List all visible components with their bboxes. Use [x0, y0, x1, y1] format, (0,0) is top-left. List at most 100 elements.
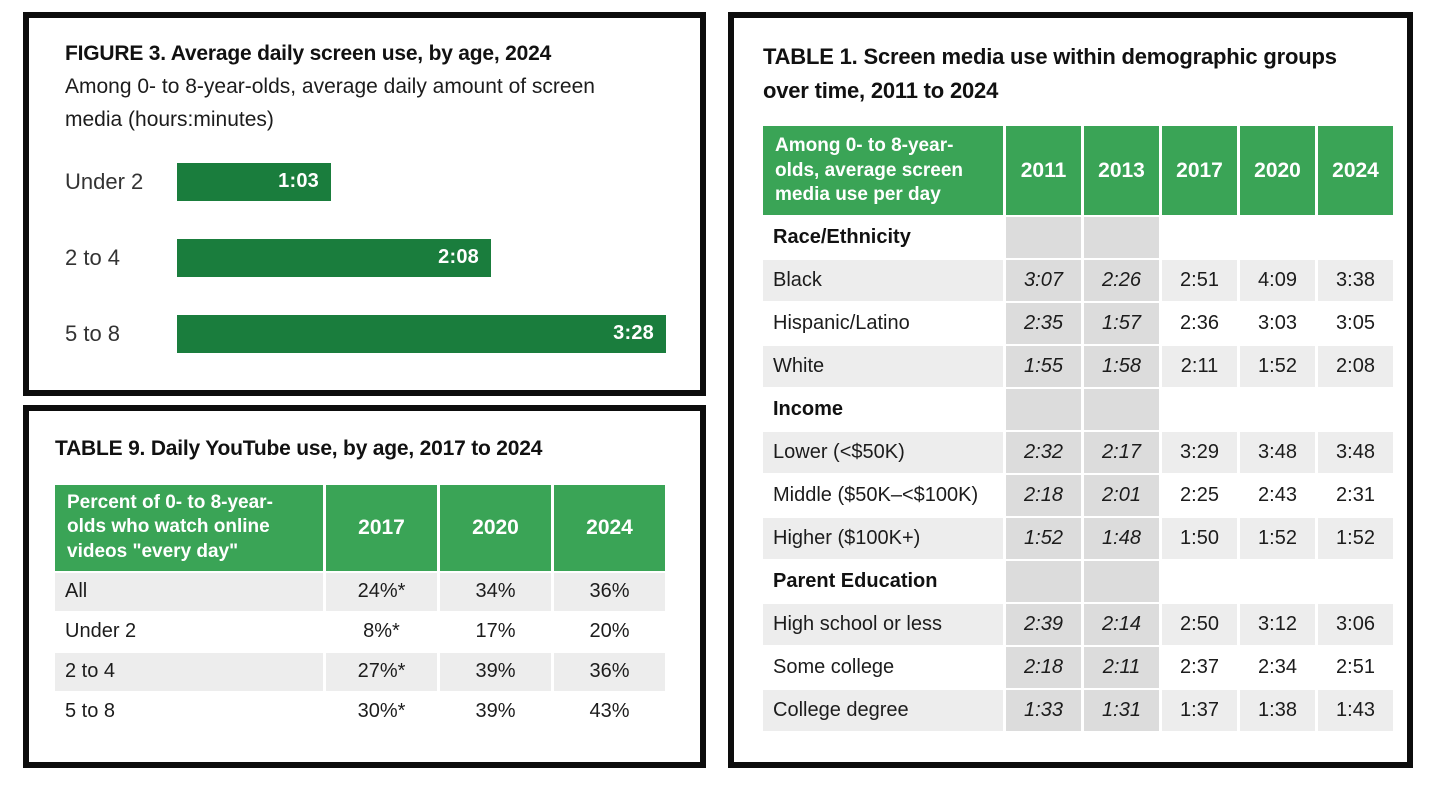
table-cell-value: [1084, 389, 1159, 431]
table-cell-value: 2:34: [1258, 656, 1297, 679]
table-cell-value: 1:55: [1006, 346, 1081, 388]
bar: 2:08: [177, 238, 491, 277]
table-header-year: 2013: [1084, 126, 1159, 216]
table-cell-value: 1:58: [1084, 346, 1159, 388]
table-row-label: High school or less: [763, 604, 1003, 646]
table-cell-value: 2:39: [1006, 604, 1081, 646]
table-row-label: Middle ($50K–<$100K): [773, 484, 979, 507]
table-cell-value: [1318, 561, 1393, 602]
bar-category-label: 5 to 8: [65, 320, 121, 346]
table-cell-value: 2:11: [1162, 346, 1237, 388]
table-cell-value: 3:07: [1006, 260, 1081, 302]
table-cell-value: 39%: [475, 700, 516, 722]
table-cell-value: 1:37: [1162, 690, 1237, 732]
table-row-label: 5 to 8: [65, 700, 116, 722]
table-cell-value: 1:52: [1006, 518, 1081, 560]
table-row-label: Higher ($100K+): [763, 518, 1003, 560]
table-row-label: All: [55, 572, 323, 611]
table-cell-value: 1:52: [1240, 346, 1315, 388]
table-row-label: Hispanic/Latino: [773, 312, 910, 335]
table-cell-value: [1006, 561, 1081, 603]
table-cell-value: 3:29: [1162, 432, 1237, 474]
table-header-year: 2020: [1240, 126, 1315, 216]
table-cell-value: 1:38: [1240, 690, 1315, 732]
bar: 1:03: [177, 162, 331, 201]
table-header-year: 2020: [440, 484, 551, 571]
table-header-year: 2017: [1162, 126, 1237, 216]
table-header-year: 2024: [554, 484, 665, 571]
table-header-year: 2011: [1006, 126, 1081, 216]
table-header-year: 2017: [326, 484, 437, 571]
table-cell-value: 1:43: [1318, 690, 1393, 732]
bar-row: Under 2 1:03: [65, 162, 666, 201]
table-cell-value: 2:01: [1084, 475, 1159, 517]
table-section-label: Income: [773, 398, 844, 421]
table-cell-value: [1240, 217, 1315, 258]
table-cell-value: 39%: [440, 652, 551, 691]
table-cell-value: [1084, 561, 1159, 603]
table-cell-value: 3:03: [1258, 312, 1297, 335]
figure3-bars: Under 2 1:03 2 to 4 2:08 5 to 8 3:28: [65, 162, 666, 353]
table-cell-value: 2:17: [1084, 432, 1159, 474]
table-cell-value: 1:50: [1162, 518, 1237, 560]
table-cell-value: 1:31: [1084, 690, 1159, 732]
table-cell-value: 24%*: [326, 572, 437, 611]
table-cell-value: 1:52: [1240, 518, 1315, 560]
table-cell-value: 1:48: [1084, 518, 1159, 560]
table9-grid: Percent of 0- to 8-year-olds who watch o…: [55, 484, 666, 731]
table-cell-value: 27%*: [326, 652, 437, 691]
table-cell-value: 3:12: [1240, 604, 1315, 646]
table-cell-value: 3:48: [1240, 432, 1315, 474]
table1-title: TABLE 1. Screen media use within demogra…: [763, 44, 1337, 104]
table9-title: TABLE 9. Daily YouTube use, by age, 2017…: [55, 437, 543, 460]
table-cell-value: [1162, 217, 1237, 258]
table-cell-value: 2:51: [1336, 656, 1375, 679]
figure3-subtitle: Among 0- to 8-year-olds, average daily a…: [65, 74, 595, 132]
bar-value-label: 2:08: [438, 246, 479, 269]
table-cell-value: 3:06: [1318, 604, 1393, 646]
table-cell-value: 8%*: [363, 620, 400, 642]
bar-row: 2 to 4 2:08: [65, 238, 666, 277]
table-row-label: College degree: [763, 690, 1003, 732]
table-cell-value: 2:14: [1084, 604, 1159, 646]
table-cell-value: 34%: [440, 572, 551, 611]
table-row-label: White: [763, 346, 1003, 388]
table-cell-value: 17%: [475, 620, 516, 642]
table-row-label: Black: [763, 260, 1003, 302]
table-cell-value: 2:18: [1006, 647, 1081, 689]
table-cell-value: 2:36: [1180, 312, 1219, 335]
table-cell-value: 43%: [589, 700, 630, 722]
bar-value-label: 3:28: [613, 322, 654, 345]
table-cell-value: [1162, 389, 1237, 430]
table-cell-value: 2:37: [1180, 656, 1219, 679]
bar: 3:28: [177, 314, 666, 353]
table-cell-value: 2:43: [1258, 484, 1297, 507]
table-cell-value: 36%: [554, 652, 665, 691]
table-cell-value: 1:57: [1084, 303, 1159, 345]
table-cell-value: 2:31: [1336, 484, 1375, 507]
table-header-year: 2024: [1318, 126, 1393, 216]
table-cell-value: [1162, 561, 1237, 602]
table-cell-value: 2:25: [1180, 484, 1219, 507]
table-cell-value: 3:05: [1336, 312, 1375, 335]
table-cell-value: 2:32: [1006, 432, 1081, 474]
table-cell-value: [1318, 217, 1393, 258]
table9-panel: TABLE 9. Daily YouTube use, by age, 2017…: [23, 405, 706, 768]
table-row-label: Lower (<$50K): [763, 432, 1003, 474]
table-cell-value: 2:35: [1006, 303, 1081, 345]
table-cell-value: 2:08: [1318, 346, 1393, 388]
table1-panel: TABLE 1. Screen media use within demogra…: [728, 12, 1413, 768]
table-cell-value: 36%: [554, 572, 665, 611]
table-section-label: Race/Ethnicity: [773, 226, 911, 249]
table-cell-value: 2:51: [1162, 260, 1237, 302]
table-cell-value: 30%*: [357, 700, 406, 722]
table-cell-value: [1240, 389, 1315, 430]
figure3-title: FIGURE 3. Average daily screen use, by a…: [65, 42, 552, 65]
table-cell-value: [1006, 389, 1081, 431]
table-cell-value: 2:50: [1162, 604, 1237, 646]
table-cell-value: 4:09: [1240, 260, 1315, 302]
bar-value-label: 1:03: [278, 170, 319, 193]
table-row-label: Some college: [773, 656, 895, 679]
table-cell-value: 2:18: [1006, 475, 1081, 517]
table-row-label: 2 to 4: [55, 652, 323, 691]
